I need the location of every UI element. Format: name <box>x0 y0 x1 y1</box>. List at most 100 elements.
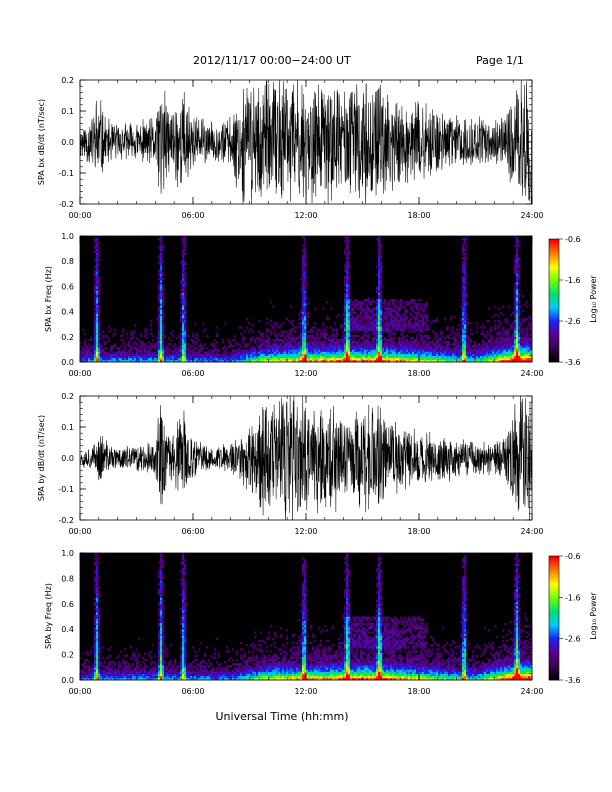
bx-freq-colorbar-swatch <box>549 298 559 301</box>
bx-freq-colorbar-swatch <box>549 257 559 260</box>
bx-freq-colorbar-swatch <box>549 259 559 262</box>
by-freq-xtick-label: 24:00 <box>520 687 543 696</box>
bx-colorbar-label: Log₁₀ Power <box>589 275 598 323</box>
bx-freq-colorbar-swatch <box>549 277 559 281</box>
by-freq-colorbar-swatch <box>549 613 559 617</box>
by-freq-colorbar-swatch <box>549 620 559 623</box>
bx-dbdt-ytick-label: -0.1 <box>58 169 74 178</box>
bx-freq-ylabel: SPA bx Freq (Hz) <box>44 266 53 332</box>
bx-freq-colorbar-tick-label: -3.6 <box>565 358 581 367</box>
bx-freq-colorbar-swatch <box>549 357 559 361</box>
bx-freq-colorbar-swatch <box>549 296 559 299</box>
by-freq-colorbar-swatch <box>549 659 559 662</box>
bx-freq-xtick-label: 06:00 <box>181 369 204 378</box>
bx-dbdt-ytick-label: -0.2 <box>58 200 74 209</box>
by-freq-ytick-label: 0.4 <box>61 625 74 634</box>
panel-by-freq: SPA by Freq (Hz) Log₁₀ Power <box>44 552 598 681</box>
bx-freq-colorbar-swatch <box>549 284 559 287</box>
by-freq-colorbar-swatch <box>549 655 559 658</box>
bx-freq-colorbar-swatch <box>549 310 559 314</box>
bx-dbdt-xtick-label: 06:00 <box>181 211 204 220</box>
bx-freq-colorbar-swatch <box>549 308 559 312</box>
bx-freq-colorbar-swatch <box>549 241 559 244</box>
by-freq-colorbar-swatch <box>549 556 559 559</box>
by-freq-colorbar-frame <box>548 555 560 681</box>
by-freq-colorbar-swatch <box>549 578 559 582</box>
by-freq-colorbar-swatch <box>549 638 559 642</box>
bx-dbdt-xtick-label: 18:00 <box>407 211 430 220</box>
by-dbdt-xtick-label: 18:00 <box>407 527 430 536</box>
by-freq-colorbar-swatch <box>549 597 559 600</box>
by-freq-colorbar-swatch <box>549 587 559 590</box>
bx-freq-colorbar-swatch <box>549 288 559 291</box>
bx-freq-colorbar-swatch <box>549 271 559 275</box>
x-axis-title: Universal Time (hh:mm) <box>216 710 349 723</box>
by-freq-xtick-label: 00:00 <box>68 687 91 696</box>
by-freq-colorbar-swatch <box>549 618 559 621</box>
by-freq-colorbar-swatch <box>549 653 559 656</box>
bx-freq-colorbar-swatch <box>549 325 559 328</box>
header-date-range: 2012/11/17 00:00−24:00 UT <box>193 54 351 67</box>
by-freq-ylabel: SPA by Freq (Hz) <box>44 583 53 649</box>
by-freq-colorbar-swatch <box>549 646 559 650</box>
bx-freq-colorbar-swatch <box>549 253 559 256</box>
bx-freq-colorbar-swatch <box>549 267 559 271</box>
bx-freq-colorbar-swatch <box>549 275 559 279</box>
bx-dbdt-series-line <box>80 80 532 204</box>
bx-freq-colorbar-swatch <box>549 337 559 340</box>
by-freq-colorbar-swatch <box>549 636 559 640</box>
by-freq-colorbar-swatch <box>549 649 559 652</box>
by-freq-colorbar-swatch <box>549 568 559 571</box>
bx-freq-colorbar-swatch <box>549 290 559 293</box>
by-freq-colorbar-swatch <box>549 677 559 681</box>
bx-freq-xtick-label: 24:00 <box>520 369 543 378</box>
by-freq-colorbar-swatch <box>549 576 559 580</box>
bx-freq-colorbar-swatch <box>549 255 559 258</box>
bx-freq-colorbar-swatch <box>549 306 559 310</box>
by-dbdt-trace <box>80 396 532 520</box>
by-freq-colorbar-swatch <box>549 642 559 646</box>
by-dbdt-ylabel: SPA by dB/dt (nT/sec) <box>37 415 46 501</box>
bx-freq-colorbar-swatch <box>549 247 559 250</box>
by-dbdt-ytick-label: 0.0 <box>61 454 74 463</box>
bx-freq-ytick-label: 0.2 <box>61 333 74 342</box>
bx-freq-colorbar-swatch <box>549 292 559 295</box>
by-freq-colorbar-swatch <box>549 584 559 588</box>
bx-dbdt-ytick-label: 0.1 <box>61 107 74 116</box>
bx-freq-colorbar-swatch <box>549 269 559 273</box>
bx-freq-xtick-label: 18:00 <box>407 369 430 378</box>
bx-freq-colorbar-swatch <box>549 300 559 303</box>
by-freq-colorbar-swatch <box>549 591 559 594</box>
bx-freq-colorbar-swatch <box>549 245 559 248</box>
bx-freq-colorbar-swatch <box>549 353 559 357</box>
by-freq-colorbar-swatch <box>549 632 559 635</box>
by-dbdt-xtick-label: 24:00 <box>520 527 543 536</box>
by-freq-xtick-label: 06:00 <box>181 687 204 696</box>
by-freq-colorbar-swatch <box>549 560 559 563</box>
bx-freq-colorbar-frame <box>548 238 560 363</box>
by-dbdt-ytick-label: 0.1 <box>61 423 74 432</box>
by-freq-spectrogram <box>80 553 533 681</box>
bx-freq-colorbar-swatch <box>549 243 559 246</box>
by-freq-colorbar-swatch <box>549 593 559 596</box>
bx-freq-colorbar-swatch <box>549 263 559 267</box>
by-freq-colorbar-swatch <box>549 558 559 561</box>
by-freq-colorbar-swatch <box>549 663 559 666</box>
by-freq-colorbar-tick-label: -0.6 <box>565 552 581 561</box>
tick-layer: 0.2 0.1 0.0 -0.1 -0.2 00:00 06:00 12:00 18:00 24:… <box>58 76 580 696</box>
by-freq-colorbar-swatch <box>549 675 559 679</box>
bx-freq-ytick-label: 1.0 <box>61 232 74 241</box>
bx-freq-colorbar-swatch <box>549 249 559 252</box>
by-freq-colorbar-tick-label: -1.6 <box>565 593 581 602</box>
by-freq-colorbar-tick-label: -3.6 <box>565 676 581 685</box>
by-freq-colorbar-swatch <box>549 628 559 631</box>
by-dbdt-ytick-label: -0.2 <box>58 516 74 525</box>
bx-freq-ytick-label: 0.0 <box>61 358 74 367</box>
by-freq-colorbar-swatch <box>549 671 559 675</box>
bx-dbdt-xtick-label: 24:00 <box>520 211 543 220</box>
bx-freq-colorbar-swatch <box>549 323 559 326</box>
by-freq-colorbar-swatch <box>549 603 559 606</box>
bx-freq-colorbar-swatch <box>549 335 559 338</box>
bx-freq-colorbar-swatch <box>549 239 559 242</box>
